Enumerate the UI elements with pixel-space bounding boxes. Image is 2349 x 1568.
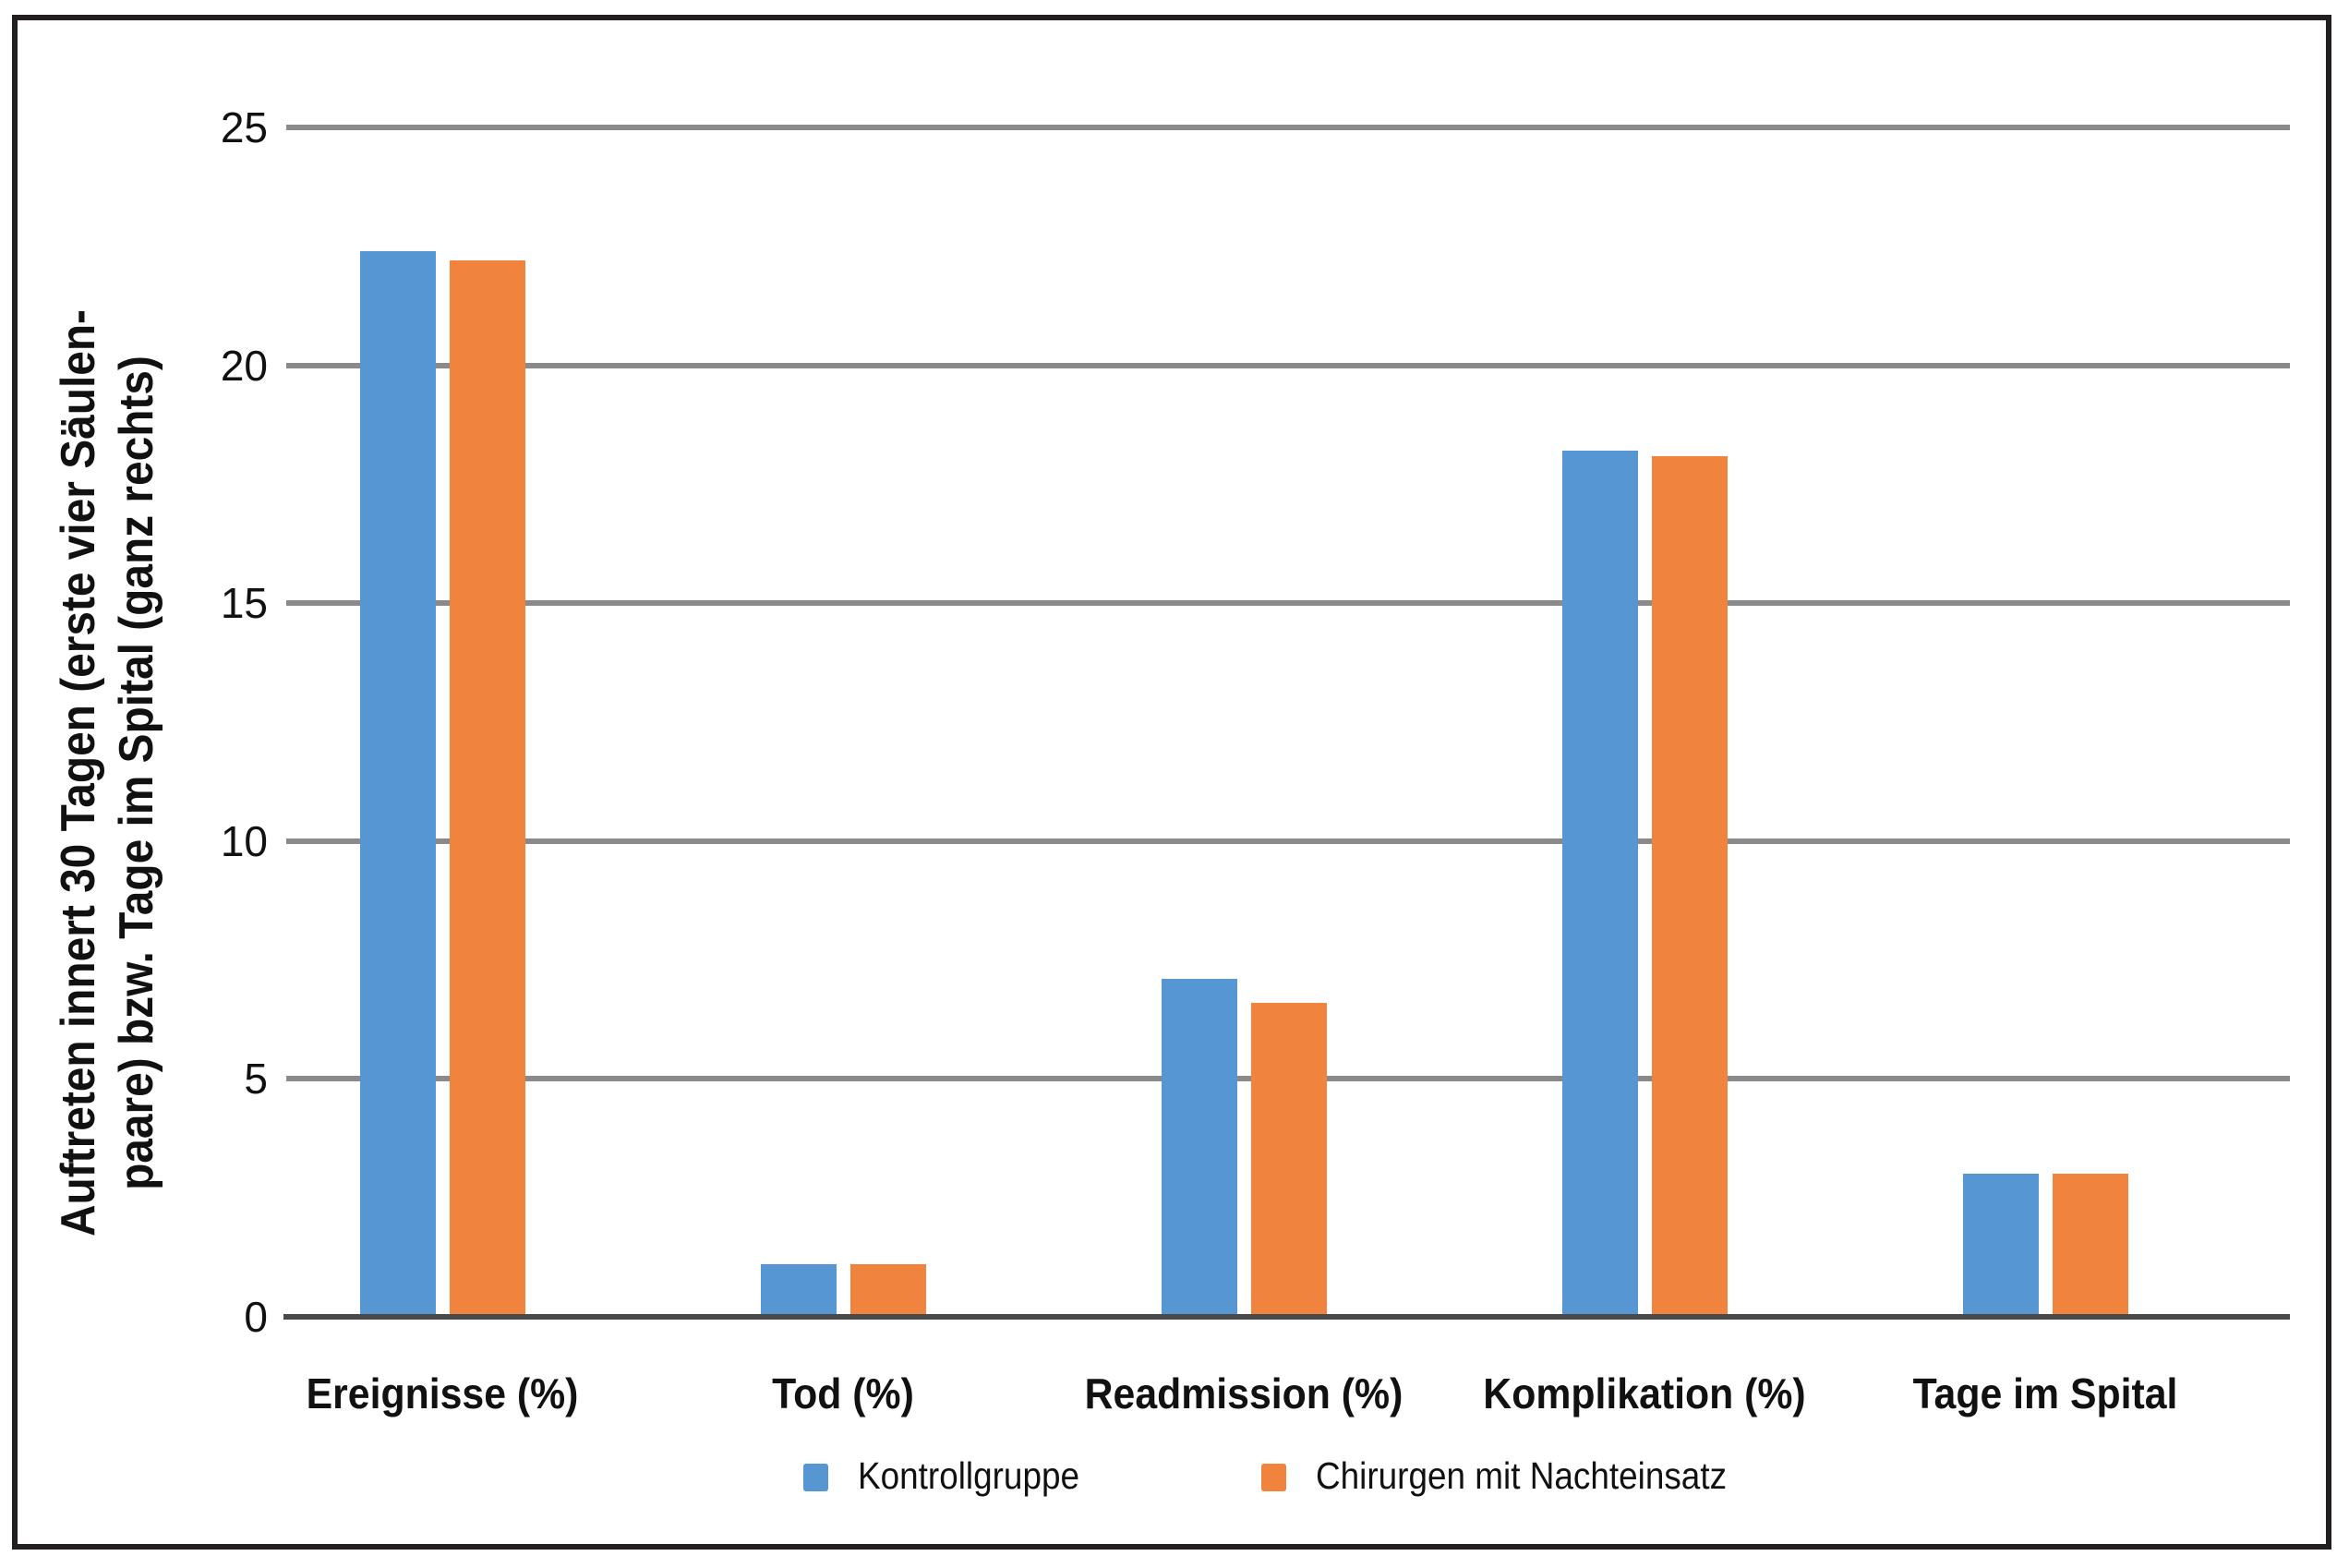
category-label-row: Ereignisse (%) Tod (%) Readmission (%) Komp…: [242, 1370, 2246, 1417]
y-axis-title-line1: Auftreten innert 30 Tagen (erste vier Sä…: [52, 308, 106, 1237]
bar-nachteinsatz-3: [1651, 455, 1728, 1317]
legend-swatch-orange: [1261, 1463, 1287, 1491]
category-label-3: Komplikation (%): [1483, 1369, 1806, 1417]
gridline-y-25: [286, 125, 2290, 130]
category-cell-1: [643, 127, 1043, 1317]
y-tick-label-15: 15: [220, 579, 268, 628]
bar-nachteinsatz-4: [2052, 1174, 2128, 1317]
category-label-0: Ereignisse (%): [306, 1369, 579, 1417]
gridline-y-10: [286, 838, 2290, 844]
y-tick-label-0: 0: [244, 1293, 268, 1341]
category-cell-4: [1845, 127, 2246, 1317]
outer-border-frame: [12, 15, 2331, 1550]
category-label-1: Tod (%): [772, 1369, 914, 1417]
legend-item-nachteinsatz: Chirurgen mit Nachteinsatz: [1261, 1457, 1772, 1495]
category-cell-0: [242, 127, 643, 1317]
category-cell-2: [1043, 127, 1444, 1317]
y-tick-label-25: 25: [220, 103, 268, 151]
legend: Kontrollgruppe Chirurgen mit Nachteinsatz: [286, 1457, 2290, 1495]
bar-layer: [242, 127, 2246, 1317]
y-tick-label-20: 20: [220, 341, 268, 390]
y-axis-tick-labels: 0 5 10 15 20 25: [139, 106, 268, 1338]
bar-kontrollgruppe-1: [760, 1264, 837, 1317]
category-label-2: Readmission (%): [1084, 1369, 1403, 1417]
legend-label-kontrollgruppe: Kontrollgruppe: [858, 1454, 1080, 1497]
y-tick-label-5: 5: [244, 1055, 268, 1104]
gridline-y-20: [286, 362, 2290, 368]
bar-nachteinsatz-1: [849, 1264, 926, 1317]
gridline-y-15: [286, 600, 2290, 607]
x-axis-line: [283, 1314, 2290, 1320]
legend-swatch-blue: [803, 1463, 829, 1491]
category-cell-3: [1444, 127, 1845, 1317]
legend-label-nachteinsatz: Chirurgen mit Nachteinsatz: [1316, 1454, 1728, 1497]
bar-nachteinsatz-2: [1250, 1002, 1327, 1317]
bar-kontrollgruppe-0: [359, 250, 436, 1317]
bar-nachteinsatz-0: [449, 260, 525, 1317]
category-label-4: Tage im Spital: [1912, 1369, 2178, 1417]
bar-kontrollgruppe-4: [1962, 1174, 2039, 1317]
y-tick-label-10: 10: [220, 816, 268, 865]
bar-kontrollgruppe-2: [1161, 979, 1237, 1317]
legend-item-kontrollgruppe: Kontrollgruppe: [803, 1457, 1104, 1495]
bar-kontrollgruppe-3: [1561, 451, 1638, 1317]
plot-area: [283, 125, 2290, 1320]
